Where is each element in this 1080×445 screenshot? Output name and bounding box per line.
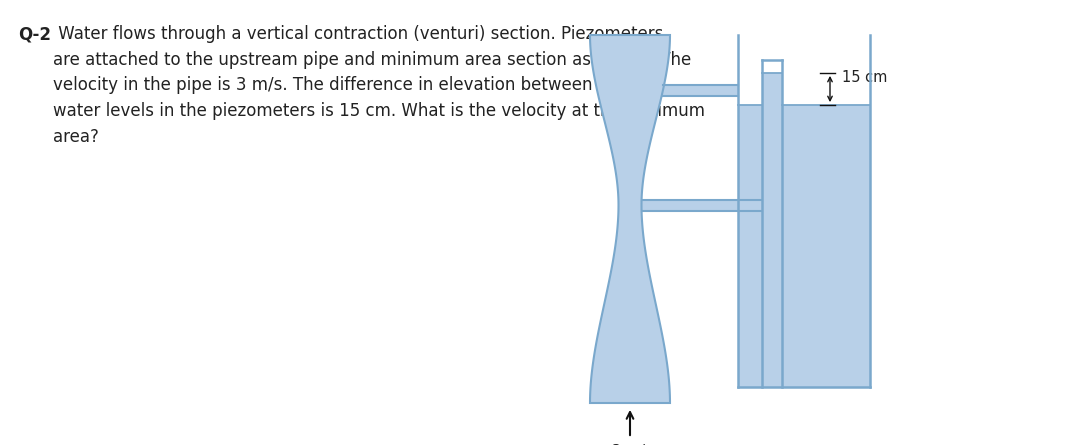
Text: Q-2: Q-2 (18, 25, 51, 43)
Polygon shape (663, 85, 738, 96)
Polygon shape (590, 35, 670, 403)
Text: 15 cm: 15 cm (842, 70, 888, 85)
Text: 3 m/s: 3 m/s (611, 444, 652, 445)
Polygon shape (762, 73, 782, 387)
Polygon shape (782, 105, 870, 387)
Polygon shape (642, 199, 762, 210)
Text: Water flows through a vertical contraction (venturi) section. Piezometers
are at: Water flows through a vertical contracti… (54, 25, 705, 146)
Polygon shape (738, 105, 762, 387)
